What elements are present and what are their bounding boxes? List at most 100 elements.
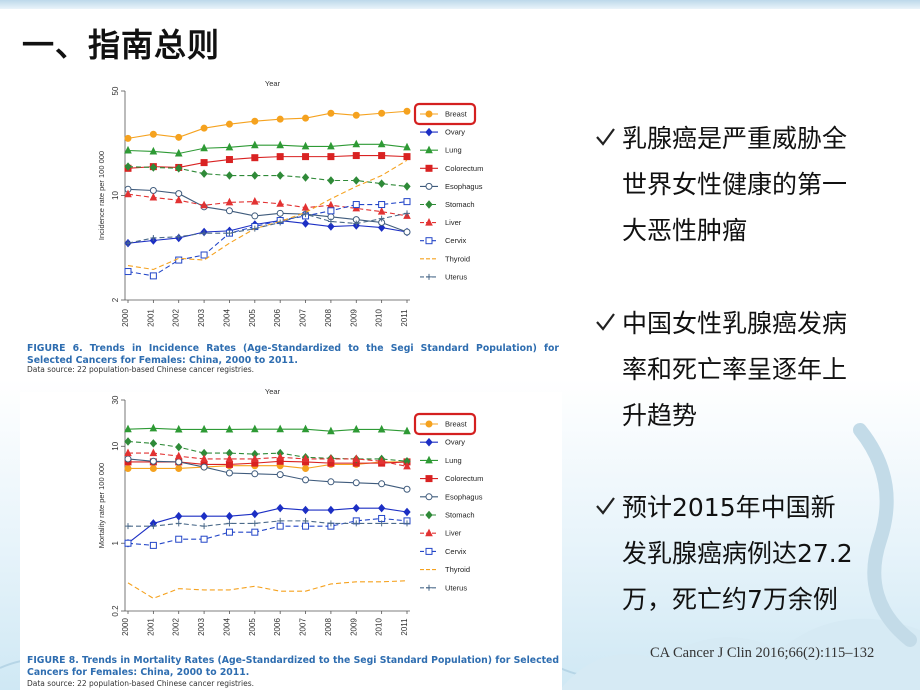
- figure-caption: FIGURE 6. Trends in Incidence Rates (Age…: [27, 343, 559, 366]
- y-tick-label: 50: [111, 86, 120, 95]
- marker: [251, 454, 259, 462]
- series-line: [127, 517, 408, 546]
- series-line: [127, 193, 408, 217]
- marker: [352, 479, 360, 487]
- marker: [377, 207, 386, 215]
- marker: [201, 523, 208, 530]
- marker: [353, 520, 360, 527]
- series-line: [128, 461, 407, 470]
- legend-label: Cervix: [445, 547, 467, 556]
- marker: [175, 464, 183, 472]
- marker: [251, 197, 259, 205]
- legend-label: Uterus: [445, 583, 467, 592]
- marker: [225, 528, 233, 536]
- marker: [225, 207, 233, 215]
- marker: [403, 198, 411, 206]
- marker: [327, 454, 335, 462]
- marker: [175, 458, 183, 466]
- marker: [276, 522, 284, 530]
- marker: [352, 201, 360, 209]
- marker: [225, 120, 233, 128]
- x-tick-label: 2008: [324, 309, 333, 327]
- legend-label: Ovary: [445, 438, 465, 447]
- marker: [425, 510, 433, 520]
- series-line: [127, 458, 408, 490]
- bullet-text: 预计2015年中国新发乳腺癌病例达27.2万，死亡约7万余例: [622, 493, 853, 614]
- x-tick-label: 2001: [146, 618, 155, 636]
- marker: [302, 114, 310, 122]
- marker: [425, 455, 433, 464]
- marker: [403, 107, 411, 115]
- marker: [175, 535, 183, 543]
- marker: [200, 124, 208, 132]
- series-line: [127, 155, 408, 169]
- marker: [225, 156, 233, 164]
- marker: [124, 437, 132, 446]
- marker: [149, 439, 158, 448]
- marker: [175, 133, 183, 141]
- marker: [149, 272, 157, 280]
- marker: [150, 523, 157, 530]
- marker: [251, 154, 259, 162]
- marker: [301, 202, 310, 211]
- marker: [425, 145, 433, 154]
- marker: [149, 464, 157, 472]
- marker: [225, 142, 234, 151]
- x-tick-label: 2008: [324, 618, 333, 636]
- marker: [426, 584, 432, 591]
- marker: [149, 423, 158, 432]
- marker: [352, 424, 361, 433]
- series-line: [127, 166, 408, 187]
- marker: [251, 212, 259, 220]
- marker: [200, 143, 208, 152]
- marker: [251, 171, 259, 180]
- figure-caption: FIGURE 8. Trends in Mortality Rates (Age…: [27, 655, 559, 678]
- legend-label: Lung: [445, 456, 462, 465]
- marker: [301, 454, 310, 462]
- x-tick-label: 2000: [121, 618, 130, 636]
- marker: [225, 460, 233, 468]
- legend-label: Breast: [445, 420, 468, 429]
- dragon-shape: [853, 423, 917, 647]
- marker: [174, 195, 183, 204]
- marker: [425, 475, 433, 483]
- marker: [124, 162, 132, 171]
- marker: [175, 256, 183, 264]
- marker: [276, 171, 284, 180]
- marker: [225, 454, 234, 462]
- marker: [403, 182, 411, 191]
- legend-label: Stomach: [445, 511, 475, 520]
- marker: [125, 523, 131, 530]
- y-tick-label: 1: [111, 540, 120, 545]
- marker: [175, 511, 183, 521]
- legend-label: Cervix: [445, 236, 467, 245]
- y-tick-label: 30: [111, 395, 120, 404]
- marker: [149, 457, 157, 465]
- marker: [200, 454, 208, 462]
- x-tick-label: 2011: [400, 309, 409, 327]
- marker: [201, 230, 208, 237]
- marker: [226, 230, 233, 237]
- marker: [327, 222, 335, 231]
- marker: [425, 217, 433, 226]
- marker: [125, 240, 131, 247]
- marker: [301, 219, 310, 228]
- marker: [149, 146, 158, 155]
- marker: [301, 141, 310, 150]
- marker: [301, 424, 310, 433]
- top-band: [0, 0, 920, 9]
- marker: [175, 442, 183, 452]
- marker: [327, 520, 334, 527]
- x-tick-label: 2005: [248, 309, 257, 327]
- marker: [425, 200, 433, 209]
- marker: [124, 134, 132, 142]
- y-axis-label: Mortality rate per 100 000: [97, 463, 106, 548]
- marker: [226, 520, 233, 527]
- marker: [276, 452, 284, 461]
- marker: [302, 153, 310, 161]
- marker: [425, 237, 433, 245]
- x-axis-label: Year: [265, 387, 281, 396]
- x-tick-label: 2010: [375, 618, 384, 636]
- marker: [251, 225, 258, 232]
